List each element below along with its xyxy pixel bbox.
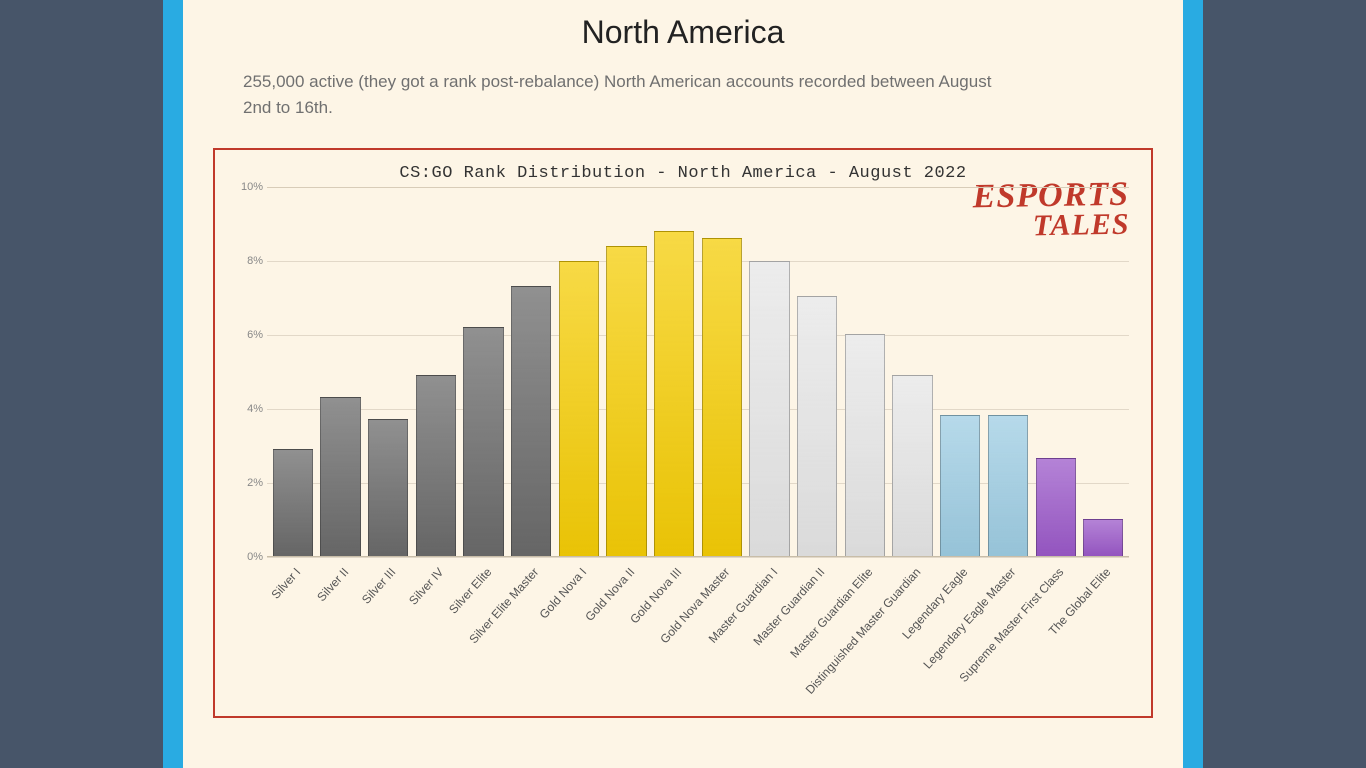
chart-bar [416,375,456,556]
chart-bar-slot [366,187,410,556]
chart-x-label: Silver III [366,557,410,707]
chart-bar [1036,458,1076,556]
page-outer-frame: North America 255,000 active (they got a… [163,0,1203,768]
chart-bar-slot [795,187,839,556]
chart-bar-slot [1034,187,1078,556]
chart-y-tick: 4% [233,403,263,415]
chart-bar [273,449,313,556]
page-content: North America 255,000 active (they got a… [183,0,1183,768]
chart-bar-slot [319,187,363,556]
chart-bar [320,397,360,556]
chart-x-label: Gold Nova I [557,557,601,707]
page-title: North America [213,0,1153,69]
page-subtitle: 255,000 active (they got a rank post-reb… [243,69,993,122]
chart-bar [845,334,885,555]
chart-x-label: The Global Elite [1081,557,1125,707]
chart-bar [892,375,932,556]
chart-y-tick: 2% [233,477,263,489]
chart-bar [654,231,694,556]
chart-bar [797,296,837,556]
chart-bar-slot [843,187,887,556]
chart-x-label: Silver II [319,557,363,707]
chart-x-label: Silver Elite Master [509,557,553,707]
chart-bar [1083,519,1123,556]
chart-y-tick: 0% [233,551,263,563]
chart-bars [267,187,1129,557]
chart-bar-slot [605,187,649,556]
chart-bar [511,286,551,555]
chart-bar-slot [938,187,982,556]
chart-bar-slot [986,187,1030,556]
chart-bar-slot [1081,187,1125,556]
chart-y-tick: 8% [233,255,263,267]
chart-bar [749,261,789,556]
chart-bar-slot [748,187,792,556]
chart-bar-slot [414,187,458,556]
chart-bar [702,238,742,555]
chart-y-tick: 10% [233,181,263,193]
chart-bar [940,415,980,555]
chart-bar-slot [652,187,696,556]
chart-y-tick: 6% [233,329,263,341]
chart-bar [559,261,599,556]
chart-bar-slot [462,187,506,556]
chart-bar-slot [509,187,553,556]
chart-plot-area: 10%8%6%4%2%0% [267,187,1129,557]
chart-bar-slot [271,187,315,556]
chart-x-label: Gold Nova II [605,557,649,707]
chart-bar [368,419,408,556]
chart-bar [988,415,1028,555]
chart-bar [463,327,503,556]
chart-x-label: Silver IV [414,557,458,707]
chart-x-label: Silver I [271,557,315,707]
rank-distribution-chart: CS:GO Rank Distribution - North America … [213,148,1153,718]
chart-bar-slot [891,187,935,556]
chart-bar [606,246,646,556]
chart-x-labels: Silver ISilver IISilver IIISilver IV Silv… [267,557,1129,707]
chart-bar-slot [700,187,744,556]
chart-bar-slot [557,187,601,556]
